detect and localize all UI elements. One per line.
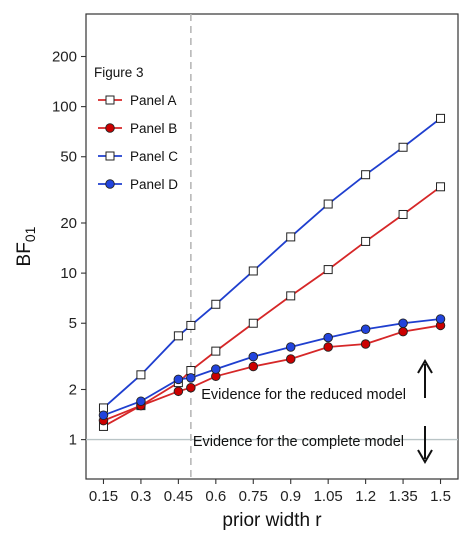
- y-tick-label: 20: [60, 215, 77, 232]
- annotation-reduced-model: Evidence for the reduced model: [201, 387, 406, 403]
- data-point-panel-d: [136, 396, 146, 406]
- x-tick-label: 1.05: [314, 488, 343, 505]
- x-tick-label: 1.5: [430, 488, 451, 505]
- legend-label-panel-c: Panel C: [130, 149, 178, 164]
- legend-label-panel-d: Panel D: [130, 177, 178, 192]
- legend-label-panel-a: Panel A: [130, 93, 177, 108]
- data-point-panel-a: [398, 209, 408, 219]
- legend-title: Figure 3: [94, 65, 144, 80]
- y-tick-label: 50: [60, 149, 77, 166]
- x-tick-label: 0.75: [239, 488, 268, 505]
- data-point-panel-a: [286, 291, 296, 301]
- data-point-panel-c: [173, 331, 183, 341]
- data-point-panel-a: [211, 346, 221, 356]
- data-point-panel-d: [98, 410, 109, 421]
- data-point-panel-b: [186, 382, 196, 393]
- data-point-panel-c: [211, 299, 221, 309]
- data-point-panel-c: [286, 232, 296, 242]
- y-tick-label: 10: [60, 265, 77, 282]
- data-point-panel-a: [323, 265, 333, 275]
- data-point-panel-a: [361, 236, 371, 246]
- data-point-panel-d: [211, 364, 221, 374]
- x-tick-label: 0.3: [130, 488, 151, 505]
- y-tick-label: 200: [52, 49, 77, 66]
- data-point-panel-d: [285, 342, 296, 352]
- data-point-panel-b: [285, 354, 296, 364]
- y-tick-label: 2: [69, 381, 77, 398]
- legend-label-panel-b: Panel B: [130, 121, 177, 136]
- legend-marker-panel-c: [105, 151, 115, 161]
- data-point-panel-d: [360, 324, 371, 335]
- x-tick-label: 0.15: [89, 488, 118, 505]
- y-tick-label: 1: [69, 432, 77, 449]
- x-axis-title: prior width r: [222, 510, 322, 531]
- data-point-panel-a: [436, 182, 446, 192]
- x-tick-label: 1.35: [388, 488, 417, 505]
- data-point-panel-c: [398, 142, 408, 152]
- data-point-panel-c: [436, 113, 446, 123]
- data-point-panel-d: [173, 374, 184, 385]
- data-point-panel-a: [248, 318, 258, 328]
- x-tick-label: 1.2: [355, 488, 376, 505]
- data-point-panel-c: [186, 320, 196, 330]
- data-point-panel-b: [398, 326, 408, 337]
- y-axis-title-main: BF: [14, 242, 35, 266]
- data-point-panel-c: [248, 266, 258, 276]
- x-tick-label: 0.6: [205, 488, 226, 505]
- y-axis-title: BF01: [14, 226, 38, 266]
- data-point-panel-d: [248, 351, 259, 362]
- data-point-panel-d: [186, 373, 196, 383]
- arrow-down-head-icon: [417, 449, 433, 464]
- data-point-panel-b: [248, 361, 259, 372]
- data-point-panel-c: [136, 370, 146, 380]
- data-point-panel-b: [173, 386, 184, 397]
- data-point-panel-b: [323, 342, 333, 352]
- data-point-panel-d: [323, 332, 333, 343]
- x-tick-label: 0.9: [280, 488, 301, 505]
- annotation-complete-model: Evidence for the complete model: [193, 434, 404, 450]
- data-point-panel-c: [361, 170, 371, 180]
- y-axis-title-subscript: 01: [22, 226, 38, 242]
- y-tick-label: 5: [69, 315, 77, 332]
- data-point-panel-d: [398, 318, 408, 328]
- legend-marker-panel-a: [105, 95, 115, 105]
- data-point-panel-b: [360, 339, 371, 349]
- legend-marker-panel-b: [105, 123, 115, 133]
- arrow-up-head-icon: [417, 359, 433, 374]
- y-tick-label: 100: [52, 99, 77, 116]
- x-tick-label: 0.45: [164, 488, 193, 505]
- data-point-panel-d: [435, 314, 446, 324]
- data-point-panel-c: [323, 199, 333, 209]
- legend-marker-panel-d: [105, 179, 115, 189]
